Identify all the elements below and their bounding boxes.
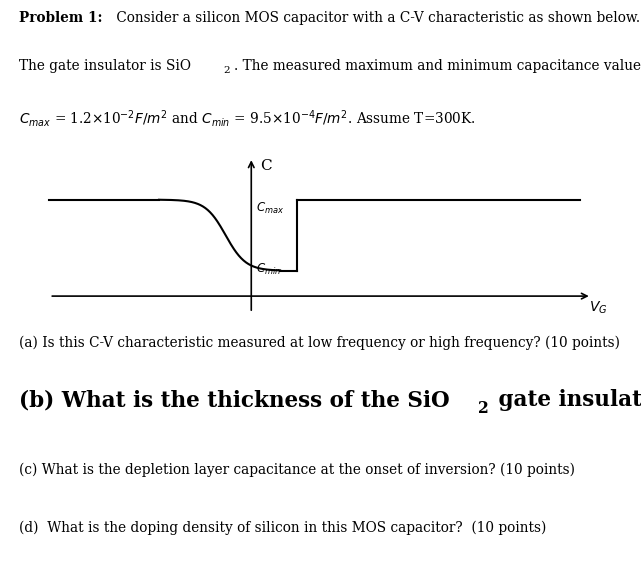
Text: Problem 1:: Problem 1: bbox=[19, 11, 103, 25]
Text: Consider a silicon MOS capacitor with a C-V characteristic as shown below.: Consider a silicon MOS capacitor with a … bbox=[112, 11, 640, 25]
Text: gate insulator? (10 points): gate insulator? (10 points) bbox=[491, 389, 641, 412]
Text: 2: 2 bbox=[223, 66, 229, 75]
Text: $C_{min}$: $C_{min}$ bbox=[256, 262, 281, 276]
Text: . The measured maximum and minimum capacitance values are: . The measured maximum and minimum capac… bbox=[234, 59, 641, 73]
Text: (c) What is the depletion layer capacitance at the onset of inversion? (10 point: (c) What is the depletion layer capacita… bbox=[19, 462, 575, 477]
Text: (a) Is this C-V characteristic measured at low frequency or high frequency? (10 : (a) Is this C-V characteristic measured … bbox=[19, 336, 620, 350]
Text: (d)  What is the doping density of silicon in this MOS capacitor?  (10 points): (d) What is the doping density of silico… bbox=[19, 521, 547, 535]
Text: 2: 2 bbox=[478, 400, 488, 417]
Text: C: C bbox=[260, 159, 272, 173]
Text: The gate insulator is SiO: The gate insulator is SiO bbox=[19, 59, 191, 73]
Text: (b) What is the thickness of the SiO: (b) What is the thickness of the SiO bbox=[19, 389, 450, 411]
Text: $C_{max}$ = 1.2$\times$10$^{-2}$$F/m^{2}$ and $C_{min}$ = 9.5$\times$10$^{-4}$$F: $C_{max}$ = 1.2$\times$10$^{-2}$$F/m^{2}… bbox=[19, 108, 476, 129]
Text: $C_{max}$: $C_{max}$ bbox=[256, 201, 284, 215]
Text: $V_G$: $V_G$ bbox=[589, 299, 607, 316]
